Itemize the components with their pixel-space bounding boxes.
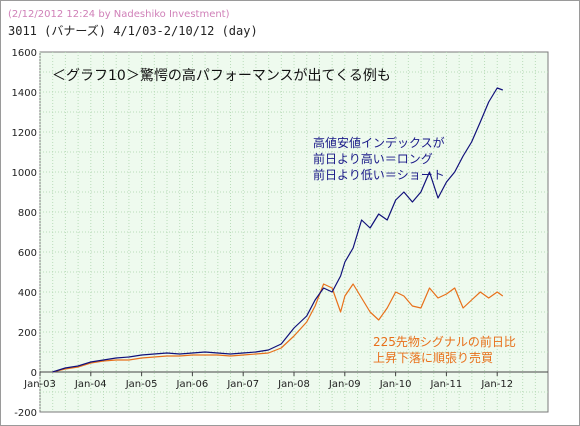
x-tick-label: Jan-05 [125, 379, 158, 390]
x-tick-label: Jan-07 [226, 379, 259, 390]
y-tick-label: 800 [18, 208, 37, 219]
series-layer [52, 87, 504, 373]
y-tick-label: 1000 [12, 168, 37, 179]
y-tick-label: 400 [18, 288, 37, 299]
credit-text: (2/12/2012 12:24 by Nadeshiko Investment… [8, 9, 230, 20]
y-tick-label: 200 [18, 328, 37, 339]
x-tick-label: Jan-08 [277, 379, 310, 390]
y-tick-label: 1400 [12, 88, 37, 99]
series-line-strategy [52, 283, 504, 373]
x-tick-label: Jan-11 [430, 379, 463, 390]
series-line-main [52, 87, 504, 373]
annotation-strategy-line-1: 225先物シグナルの前日比 [373, 334, 516, 349]
annotation-main-line-3: 前日より低い＝ショート [313, 167, 445, 182]
x-tick-label: Jan-04 [74, 379, 107, 390]
y-tick-label: 0 [31, 368, 37, 379]
y-tick-label: -200 [14, 408, 37, 419]
y-tick-label: 1200 [12, 128, 37, 139]
annotation-strategy: 225先物シグナルの前日比 上昇下落に順張り売買 [373, 334, 516, 365]
chart-subtitle: 3011 (バナーズ) 4/1/03-2/10/12 (day) [8, 23, 258, 38]
x-tick-label: Jan-03 [23, 379, 56, 390]
x-tick-label: Jan-06 [176, 379, 209, 390]
y-tick-label: 600 [18, 248, 37, 259]
grid-lines [39, 52, 548, 412]
x-axis: Jan-03 Jan-04 Jan-05 Jan-06 Jan-07 Jan-08 Jan-… [23, 372, 513, 390]
x-tick-label: Jan-12 [480, 379, 513, 390]
x-tick-label: Jan-10 [379, 379, 412, 390]
annotation-main-line-1: 高値安値インデックスが [313, 135, 445, 150]
y-tick-label: 1600 [12, 48, 37, 59]
y-axis: -200 0 200 400 600 800 1000 1200 1400 1600 [12, 48, 37, 419]
chart-title: ＜グラフ10＞驚愕の高パフォーマンスが出てくる例も [52, 67, 391, 84]
x-tick-label: Jan-09 [328, 379, 361, 390]
annotation-main: 高値安値インデックスが 前日より高い＝ロング 前日より低い＝ショート [313, 135, 445, 182]
annotation-strategy-line-2: 上昇下落に順張り売買 [373, 350, 493, 365]
annotation-main-line-2: 前日より高い＝ロング [313, 151, 433, 166]
